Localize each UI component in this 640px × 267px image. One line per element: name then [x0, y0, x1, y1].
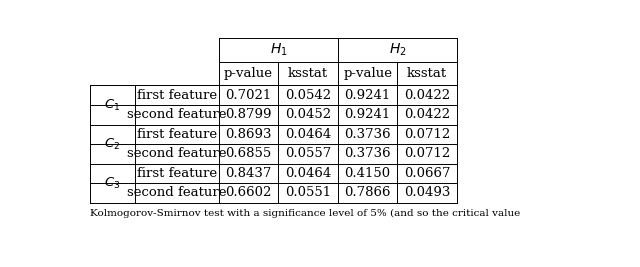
Text: $C_3$: $C_3$: [104, 176, 120, 191]
Text: 0.3736: 0.3736: [344, 128, 391, 141]
Text: $C_1$: $C_1$: [104, 97, 120, 113]
Text: 0.4150: 0.4150: [344, 167, 391, 180]
Text: 0.0493: 0.0493: [404, 186, 451, 199]
Text: Kolmogorov-Smirnov test with a significance level of 5% (and so the critical val: Kolmogorov-Smirnov test with a significa…: [90, 209, 520, 218]
Text: p-value: p-value: [343, 67, 392, 80]
Text: 0.6855: 0.6855: [225, 147, 272, 160]
Text: $H_1$: $H_1$: [269, 42, 287, 58]
Text: 0.3736: 0.3736: [344, 147, 391, 160]
Text: first feature: first feature: [137, 128, 217, 141]
Text: 0.8437: 0.8437: [225, 167, 272, 180]
Text: 0.0464: 0.0464: [285, 167, 332, 180]
Text: ksstat: ksstat: [407, 67, 447, 80]
Text: 0.8693: 0.8693: [225, 128, 272, 141]
Text: 0.0712: 0.0712: [404, 147, 451, 160]
Text: 0.9241: 0.9241: [344, 108, 391, 121]
Text: 0.7021: 0.7021: [225, 89, 272, 102]
Text: 0.0422: 0.0422: [404, 108, 451, 121]
Text: $H_2$: $H_2$: [388, 42, 406, 58]
Text: 0.9241: 0.9241: [344, 89, 391, 102]
Text: ksstat: ksstat: [288, 67, 328, 80]
Text: 0.0667: 0.0667: [404, 167, 451, 180]
Text: 0.8799: 0.8799: [225, 108, 272, 121]
Text: first feature: first feature: [137, 89, 217, 102]
Text: 0.0542: 0.0542: [285, 89, 332, 102]
Text: 0.6602: 0.6602: [225, 186, 272, 199]
Text: second feature: second feature: [127, 186, 227, 199]
Text: second feature: second feature: [127, 147, 227, 160]
Text: 0.0712: 0.0712: [404, 128, 451, 141]
Text: 0.0557: 0.0557: [285, 147, 332, 160]
Text: 0.0464: 0.0464: [285, 128, 332, 141]
Text: p-value: p-value: [224, 67, 273, 80]
Text: 0.0422: 0.0422: [404, 89, 451, 102]
Text: 0.0452: 0.0452: [285, 108, 332, 121]
Text: second feature: second feature: [127, 108, 227, 121]
Text: 0.7866: 0.7866: [344, 186, 391, 199]
Text: first feature: first feature: [137, 167, 217, 180]
Text: $C_2$: $C_2$: [104, 136, 120, 152]
Text: 0.0551: 0.0551: [285, 186, 332, 199]
